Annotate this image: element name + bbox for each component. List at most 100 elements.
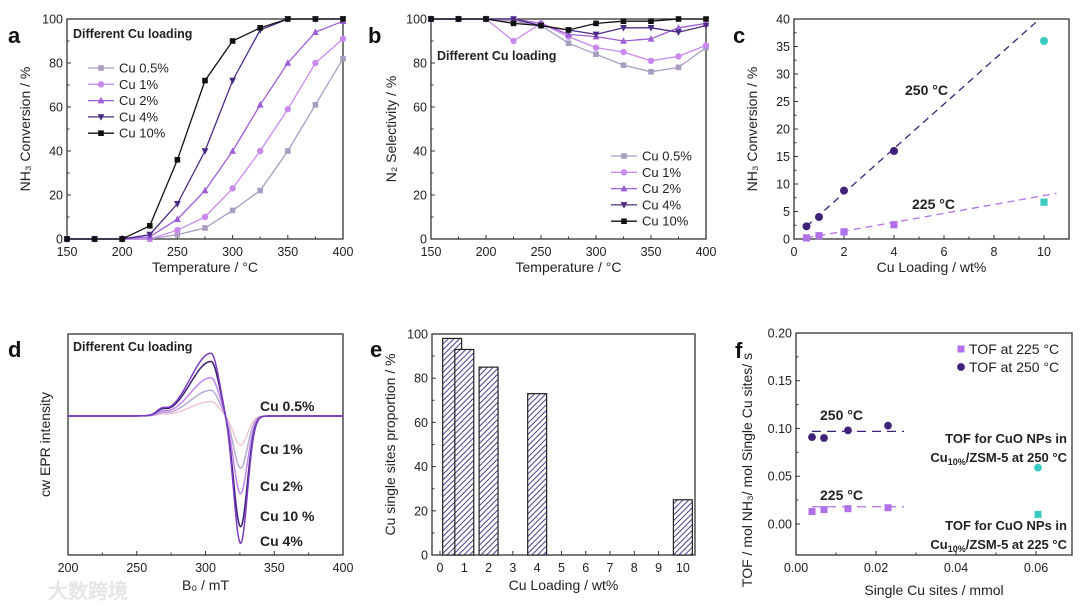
data-point — [620, 18, 627, 24]
data-point — [229, 147, 236, 154]
data-point — [647, 35, 655, 42]
legend-marker — [957, 363, 965, 371]
x-tick-label: 3 — [509, 561, 516, 575]
data-point — [201, 148, 209, 155]
data-point — [312, 16, 319, 22]
data-point — [802, 234, 811, 242]
x-tick-label: 6 — [582, 561, 589, 575]
bar — [527, 393, 548, 556]
data-point — [648, 18, 654, 24]
panel-letter-a: a — [8, 23, 21, 48]
chart-title: Different Cu loading — [73, 27, 192, 41]
data-point — [312, 28, 319, 35]
legend-marker — [98, 130, 104, 136]
data-point — [844, 505, 852, 513]
x-axis-label: Cu Loading / wt% — [509, 577, 619, 593]
data-point — [675, 29, 682, 36]
y-tick-label: 0.15 — [768, 374, 792, 388]
data-point — [620, 62, 627, 68]
data-point — [890, 221, 898, 229]
data-point — [201, 213, 209, 221]
y-tick-label: 60 — [414, 416, 428, 430]
data-point — [620, 37, 627, 44]
y-tick-label: 60 — [413, 101, 427, 115]
y-tick-label: 0.10 — [768, 422, 792, 436]
data-point — [284, 59, 292, 66]
y-tick-label: 30 — [776, 68, 790, 82]
y-tick-label: 100 — [42, 13, 63, 27]
legend-label: TOF at 225 °C — [969, 341, 1059, 357]
annotation-225: 225 °C — [820, 487, 863, 503]
legend-label: Cu 10% — [119, 126, 166, 141]
data-point — [340, 16, 346, 22]
watermark-logo: 大数跨境 — [48, 579, 128, 603]
series-label: Cu 0.5% — [260, 398, 315, 414]
legend-marker — [620, 202, 628, 209]
x-axis-label: Cu Loading / wt% — [877, 259, 987, 275]
x-tick-label: 2 — [841, 245, 848, 259]
data-point — [174, 231, 181, 238]
series-label: Cu 2% — [260, 478, 303, 494]
x-tick-label: 1 — [461, 561, 468, 575]
legend-marker — [97, 114, 105, 121]
legend-marker — [97, 96, 105, 104]
annotation-text: /ZSM-5 at 250 °C — [966, 450, 1068, 465]
data-point — [648, 69, 654, 75]
y-tick-label: 40 — [49, 145, 63, 159]
y-axis-label: cw EPR intensity — [37, 392, 53, 497]
data-point — [702, 22, 710, 30]
y-tick-label: 40 — [776, 13, 790, 27]
y-tick-label: 0.05 — [768, 470, 792, 484]
legend-marker — [621, 218, 627, 224]
x-tick-label: 300 — [222, 245, 243, 259]
cuo-annotation-line1: TOF for CuO NPs in — [945, 431, 1067, 446]
data-point — [802, 222, 811, 231]
x-tick-label: 6 — [941, 245, 948, 259]
x-axis-label: B₀ / mT — [182, 577, 229, 593]
data-point — [565, 40, 572, 46]
y-tick-label: 0 — [783, 233, 790, 247]
chart-title: Different Cu loading — [73, 340, 192, 354]
cuo-annotation-line2: Cu10%/ZSM-5 at 250 °C — [930, 450, 1067, 467]
x-tick-label: 0.06 — [1024, 561, 1048, 575]
y-tick-label: 80 — [414, 372, 428, 386]
legend-label: Cu 2% — [119, 93, 158, 108]
data-point — [840, 186, 848, 195]
legend-marker — [621, 153, 627, 159]
data-point — [592, 44, 600, 51]
bar — [478, 366, 499, 556]
data-point — [229, 207, 236, 214]
data-point — [884, 421, 892, 430]
data-point — [483, 16, 489, 22]
x-tick-label: 0.00 — [784, 561, 808, 575]
legend-marker — [620, 169, 628, 176]
y-tick-label: 60 — [49, 101, 63, 115]
cuo-annotation-line2: Cu10%/ZSM-5 at 225 °C — [930, 537, 1067, 554]
legend-label: Cu 4% — [119, 109, 158, 124]
data-point — [593, 20, 599, 27]
data-point — [174, 215, 181, 222]
data-point — [510, 16, 517, 23]
panel-letter-d: d — [8, 337, 21, 362]
data-point — [64, 236, 70, 242]
data-point — [202, 225, 208, 231]
data-point — [815, 213, 823, 221]
x-tick-label: 8 — [631, 561, 638, 575]
x-tick-label: 200 — [112, 245, 133, 259]
legend-label: Cu 0.5% — [119, 61, 169, 76]
data-point — [201, 186, 209, 194]
x-tick-label: 300 — [586, 245, 607, 259]
legend-label: Cu 10% — [642, 214, 689, 229]
data-point — [890, 147, 898, 155]
data-point — [284, 106, 291, 113]
y-tick-label: 5 — [783, 205, 790, 219]
x-tick-label: 0.04 — [944, 561, 968, 575]
series-line — [67, 20, 344, 240]
x-tick-label: 250 — [126, 561, 147, 575]
legend-marker — [98, 65, 104, 71]
data-point — [202, 77, 208, 84]
x-tick-label: 250 — [167, 245, 188, 259]
data-point — [647, 25, 655, 32]
data-point — [675, 16, 682, 22]
y-axis-label: Cu single sites proportion / % — [382, 353, 398, 535]
